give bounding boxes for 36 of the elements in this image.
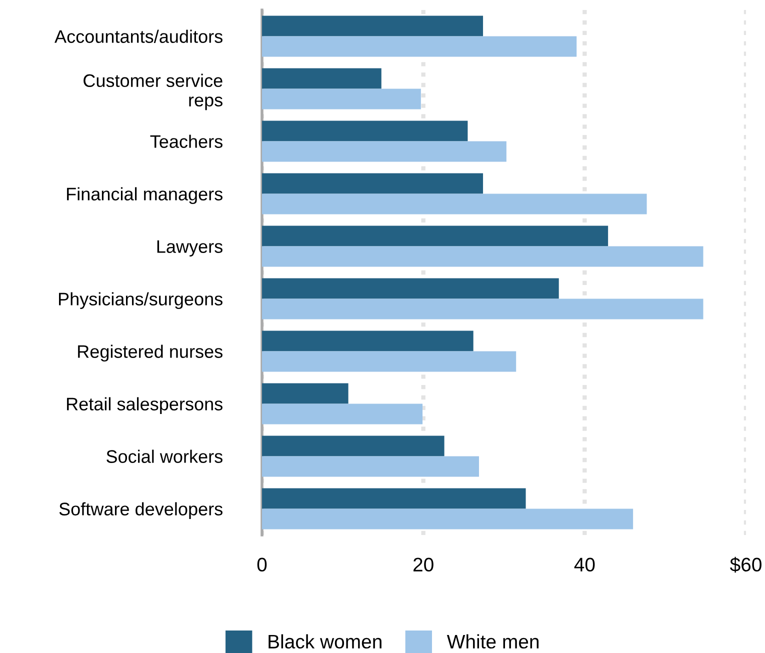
bar — [262, 278, 559, 299]
y-tick-label: Financial managers — [67, 187, 222, 204]
legend-label: White men — [446, 634, 539, 649]
bar — [262, 508, 634, 530]
bar — [262, 383, 348, 404]
bar — [262, 173, 484, 194]
x-tick-label: 40 — [574, 558, 595, 572]
y-tick-label: Retail salespersons — [67, 397, 222, 414]
bar — [262, 88, 421, 110]
bar — [262, 456, 479, 477]
bar — [262, 141, 506, 162]
x-tick-label: $60 — [730, 556, 762, 573]
bar — [262, 120, 468, 142]
bar — [262, 226, 608, 246]
bar — [262, 488, 526, 509]
bar — [262, 16, 484, 36]
y-tick-label: Registered nurses — [78, 344, 222, 362]
bar — [262, 298, 704, 320]
bar — [262, 68, 382, 89]
bar — [262, 36, 577, 57]
bar — [262, 246, 704, 267]
bar — [262, 436, 444, 456]
y-tick-label: Customer service reps — [84, 74, 222, 110]
legend-label: Black women — [268, 634, 382, 649]
y-tick-label: Teachers — [150, 134, 222, 148]
bar — [262, 330, 474, 352]
y-tick-label: Accountants/auditors — [54, 30, 222, 43]
x-tick-label: 0 — [257, 558, 267, 572]
y-tick-label: Social workers — [106, 450, 222, 463]
bar — [262, 404, 423, 424]
bar — [262, 351, 516, 372]
bar — [262, 194, 647, 214]
y-tick-label: Software developers — [59, 502, 222, 520]
y-tick-label: Physicians/surgeons — [59, 292, 222, 310]
x-tick-label: 20 — [414, 558, 434, 572]
y-tick-label: Lawyers — [157, 240, 222, 257]
